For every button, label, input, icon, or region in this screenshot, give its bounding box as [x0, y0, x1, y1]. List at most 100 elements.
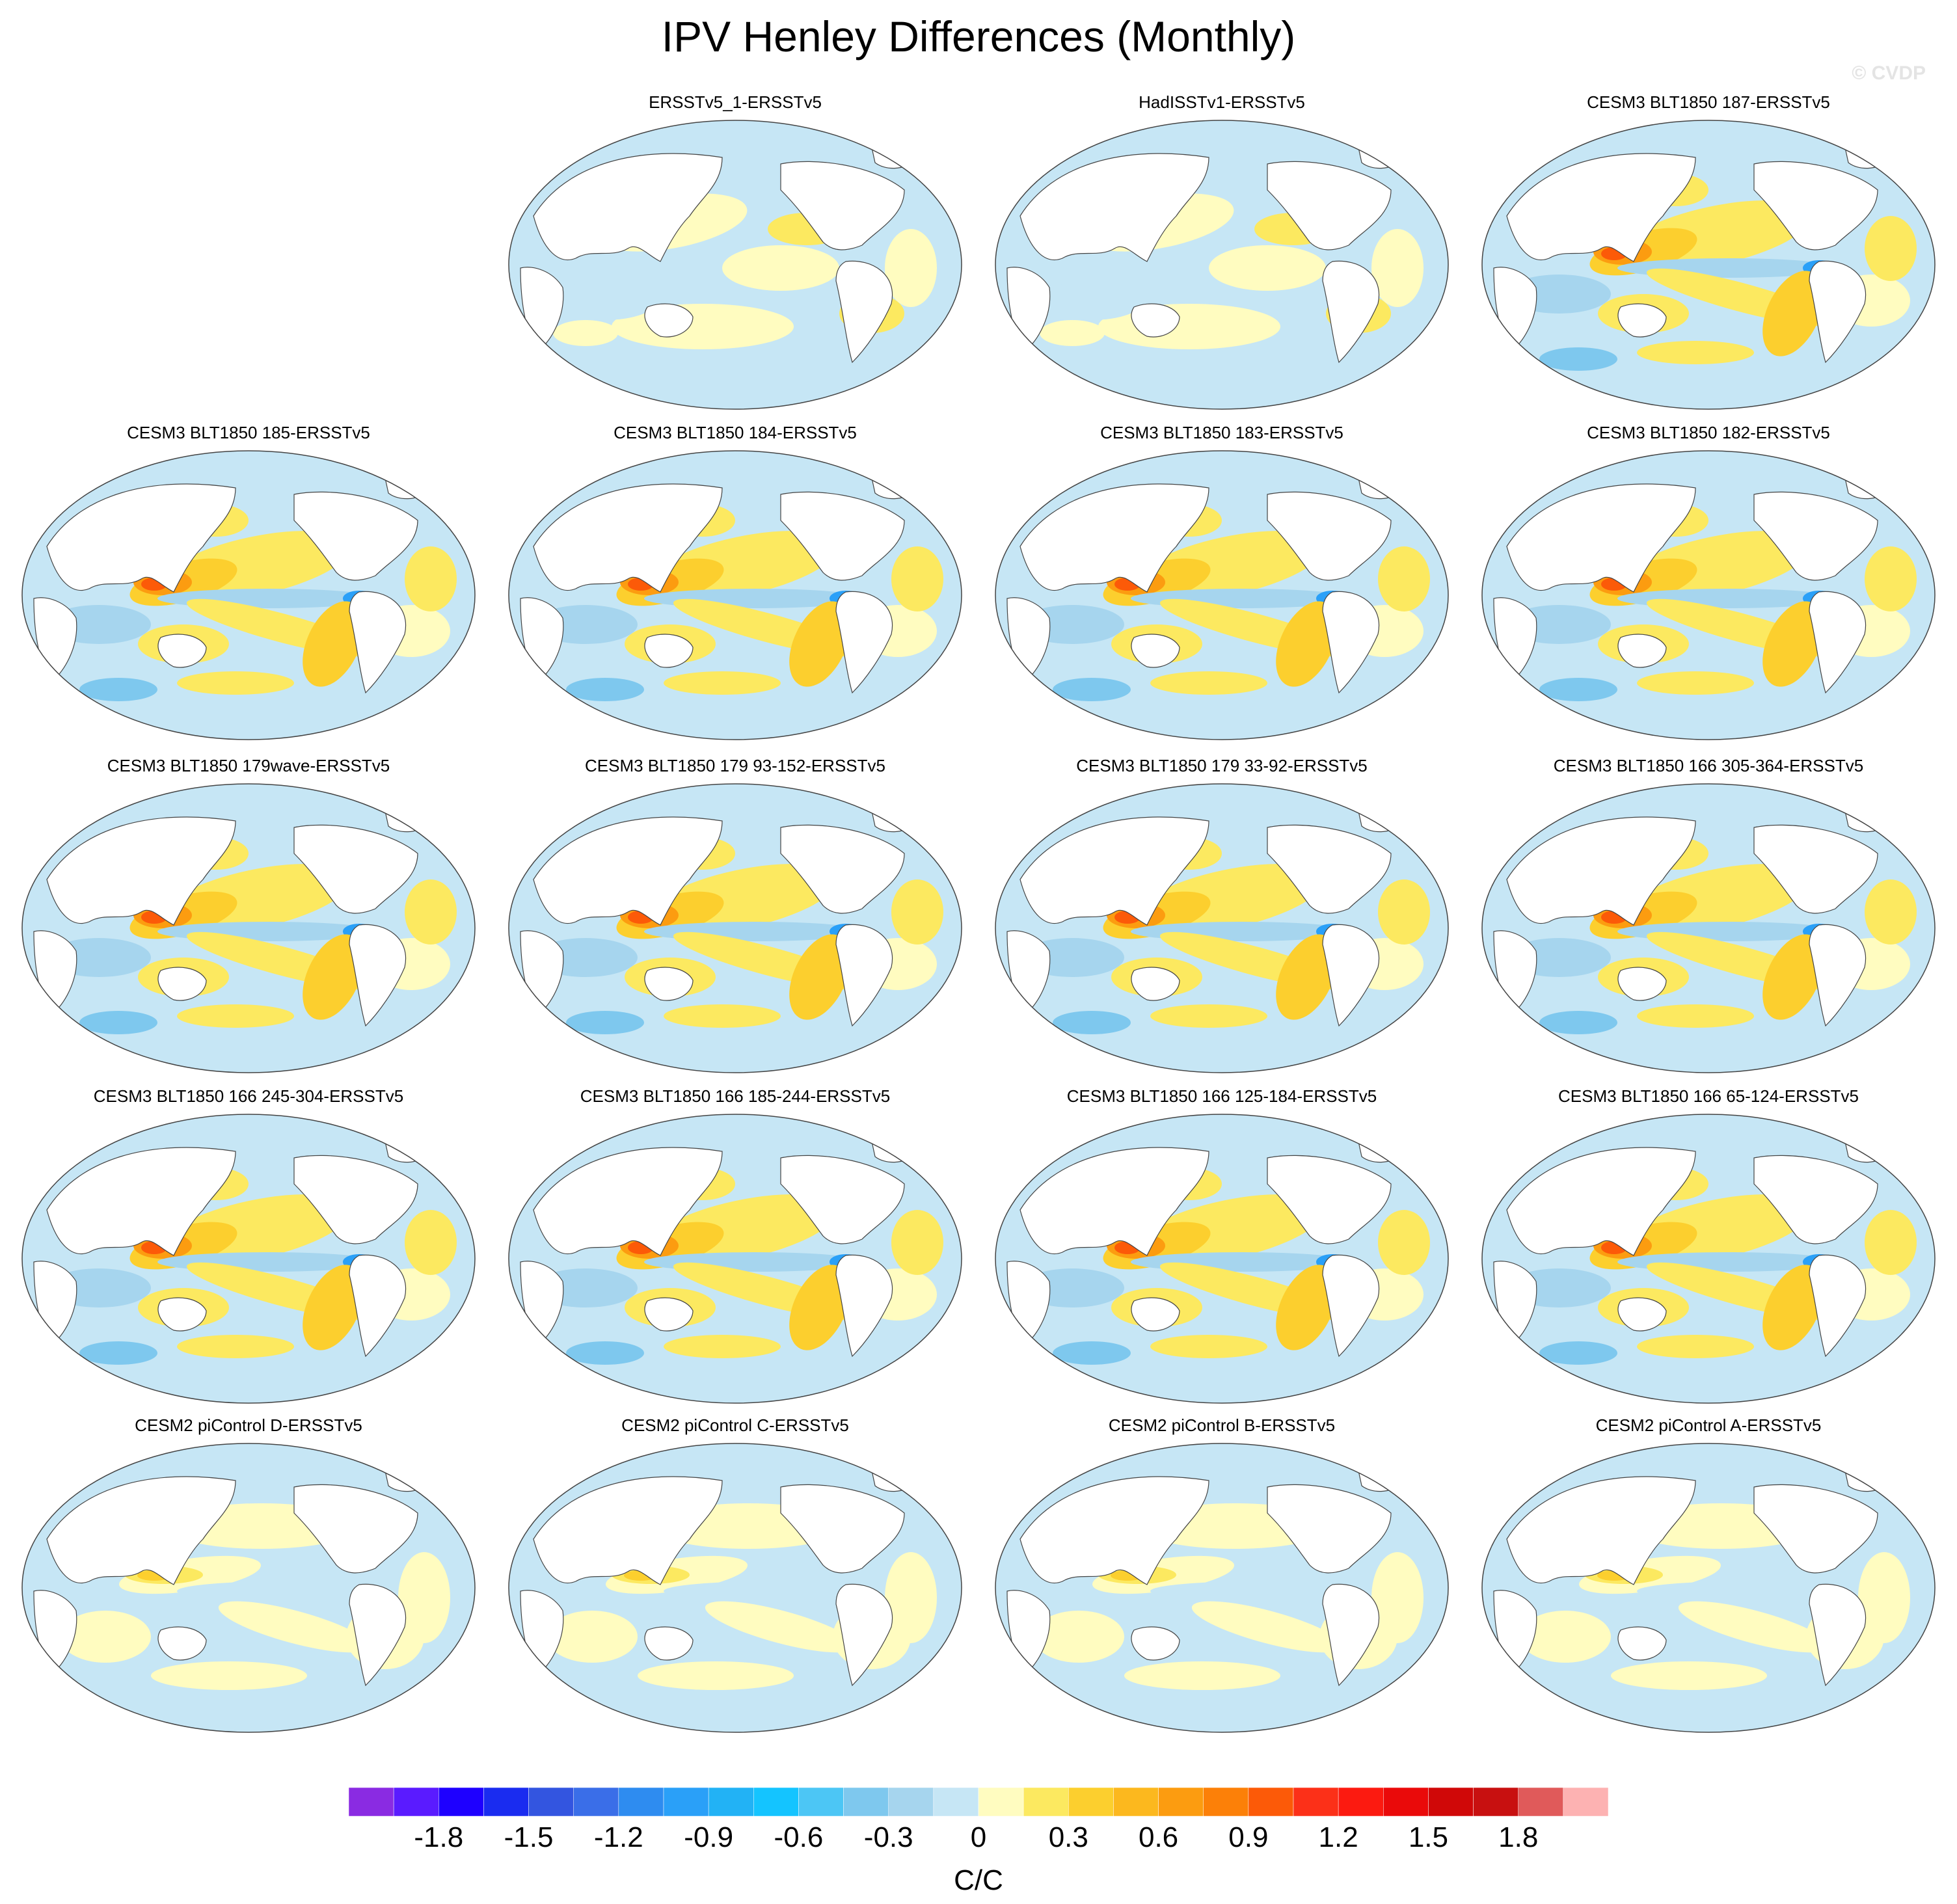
colorbar-swatch [349, 1788, 394, 1816]
map-border [21, 1114, 476, 1404]
map-panel: CESM3 BLT1850 187-ERSSTv5 [1468, 92, 1949, 418]
landmass [871, 146, 915, 169]
landmass [1844, 146, 1888, 169]
landmass [1358, 146, 1401, 169]
landmass [835, 1583, 893, 1687]
landmass [1844, 1140, 1888, 1163]
anomaly-region [566, 678, 644, 701]
colorbar-tick-label: -1.2 [593, 1821, 643, 1853]
robinson-map [995, 120, 1449, 410]
panel-title: CESM2 piControl B-ERSSTv5 [1108, 1415, 1336, 1435]
anomaly-region [1637, 1004, 1754, 1028]
map-border [1481, 450, 1936, 740]
colorbar-swatch [1023, 1788, 1069, 1816]
landmass [1753, 161, 1878, 250]
robinson-map [995, 1114, 1449, 1404]
anomaly-region [1762, 1265, 1824, 1350]
landmass [46, 1147, 236, 1256]
landmass [1322, 1254, 1380, 1358]
landmass [1506, 816, 1696, 926]
landmass [1131, 303, 1180, 338]
landmass [533, 153, 723, 262]
anomaly-region [1209, 245, 1326, 291]
anomaly-region [1150, 1004, 1267, 1028]
landmass [1617, 967, 1667, 1001]
anomaly-region [1611, 1661, 1767, 1690]
map-panel: CESM3 BLT1850 179 33-92-ERSSTv5 [981, 756, 1463, 1081]
map-panel: CESM3 BLT1850 179 93-152-ERSSTv5 [494, 756, 976, 1081]
robinson-map [21, 783, 476, 1073]
anomaly-region [79, 678, 157, 701]
anomaly-region [405, 1210, 457, 1275]
panel-title: CESM3 BLT1850 185-ERSSTv5 [127, 423, 370, 442]
robinson-map [1481, 783, 1936, 1073]
landmass [644, 303, 694, 338]
map-panel: CESM2 piControl B-ERSSTv5 [981, 1415, 1463, 1741]
anomaly-region [1053, 678, 1131, 701]
colorbar-swatch [1338, 1788, 1384, 1816]
anomaly-region [1678, 1601, 1830, 1653]
colorbar-swatch [1158, 1788, 1204, 1816]
landmass [349, 591, 407, 694]
colorbar-swatch [439, 1788, 484, 1816]
map-border [1481, 120, 1936, 410]
landmass [349, 924, 407, 1027]
anomaly-region [1378, 546, 1430, 611]
landmass [385, 809, 428, 833]
anomaly-region [891, 1210, 943, 1275]
panel-title: CESM3 BLT1850 179 33-92-ERSSTv5 [1076, 756, 1368, 775]
anomaly-region [1539, 347, 1617, 371]
panel-title: CESM3 BLT1850 166 245-304-ERSSTv5 [93, 1086, 404, 1106]
colorbar-swatch [1113, 1788, 1159, 1816]
anomaly-region [218, 1601, 370, 1653]
colorbar-swatch [573, 1788, 619, 1816]
landmass [157, 634, 207, 668]
landmass [1506, 1476, 1696, 1585]
landmass [871, 1469, 915, 1492]
robinson-map [508, 1443, 962, 1733]
landmass [1809, 260, 1867, 364]
map-panel: CESM3 BLT1850 166 305-364-ERSSTv5 [1468, 756, 1949, 1081]
anomaly-region [1191, 1601, 1343, 1653]
map-panel: CESM2 piControl D-ERSSTv5 [8, 1415, 489, 1741]
landmass [1809, 591, 1867, 694]
landmass [1358, 1469, 1401, 1492]
anomaly-region [1150, 671, 1267, 695]
panel-title: CESM3 BLT1850 179 93-152-ERSSTv5 [585, 756, 885, 775]
map-border [508, 1443, 962, 1733]
landmass [1809, 1583, 1867, 1687]
landmass [835, 591, 893, 694]
landmass [1131, 967, 1180, 1001]
colorbar-swatch [1383, 1788, 1429, 1816]
landmass [293, 491, 418, 581]
landmass [1322, 260, 1380, 364]
anomaly-region [177, 1581, 385, 1601]
anomaly-region [664, 1335, 781, 1358]
landmass [1617, 634, 1667, 668]
landmass [644, 967, 694, 1001]
landmass [1809, 1254, 1867, 1358]
anomaly-region [1150, 1335, 1267, 1358]
robinson-map [995, 450, 1449, 740]
landmass [1019, 816, 1209, 926]
robinson-map [1481, 450, 1936, 740]
panel-title: CESM3 BLT1850 182-ERSSTv5 [1587, 423, 1830, 442]
landmass [46, 483, 236, 593]
landmass [871, 476, 915, 500]
robinson-map [995, 783, 1449, 1073]
landmass [1506, 1147, 1696, 1256]
anomaly-region [303, 1265, 364, 1350]
landmass [1506, 153, 1696, 262]
anomaly-region [664, 1004, 781, 1028]
anomaly-region [79, 1341, 157, 1365]
anomaly-region [60, 1611, 151, 1663]
panel-title: CESM2 piControl D-ERSSTv5 [135, 1415, 362, 1435]
anomaly-region [1040, 281, 1144, 320]
colorbar-swatch [933, 1788, 979, 1816]
landmass [780, 491, 905, 581]
map-panel: CESM3 BLT1850 185-ERSSTv5 [8, 423, 489, 748]
landmass [1358, 1140, 1401, 1163]
map-panel: CESM3 BLT1850 184-ERSSTv5 [494, 423, 976, 748]
landmass [1322, 924, 1380, 1027]
anomaly-region [1762, 934, 1824, 1020]
